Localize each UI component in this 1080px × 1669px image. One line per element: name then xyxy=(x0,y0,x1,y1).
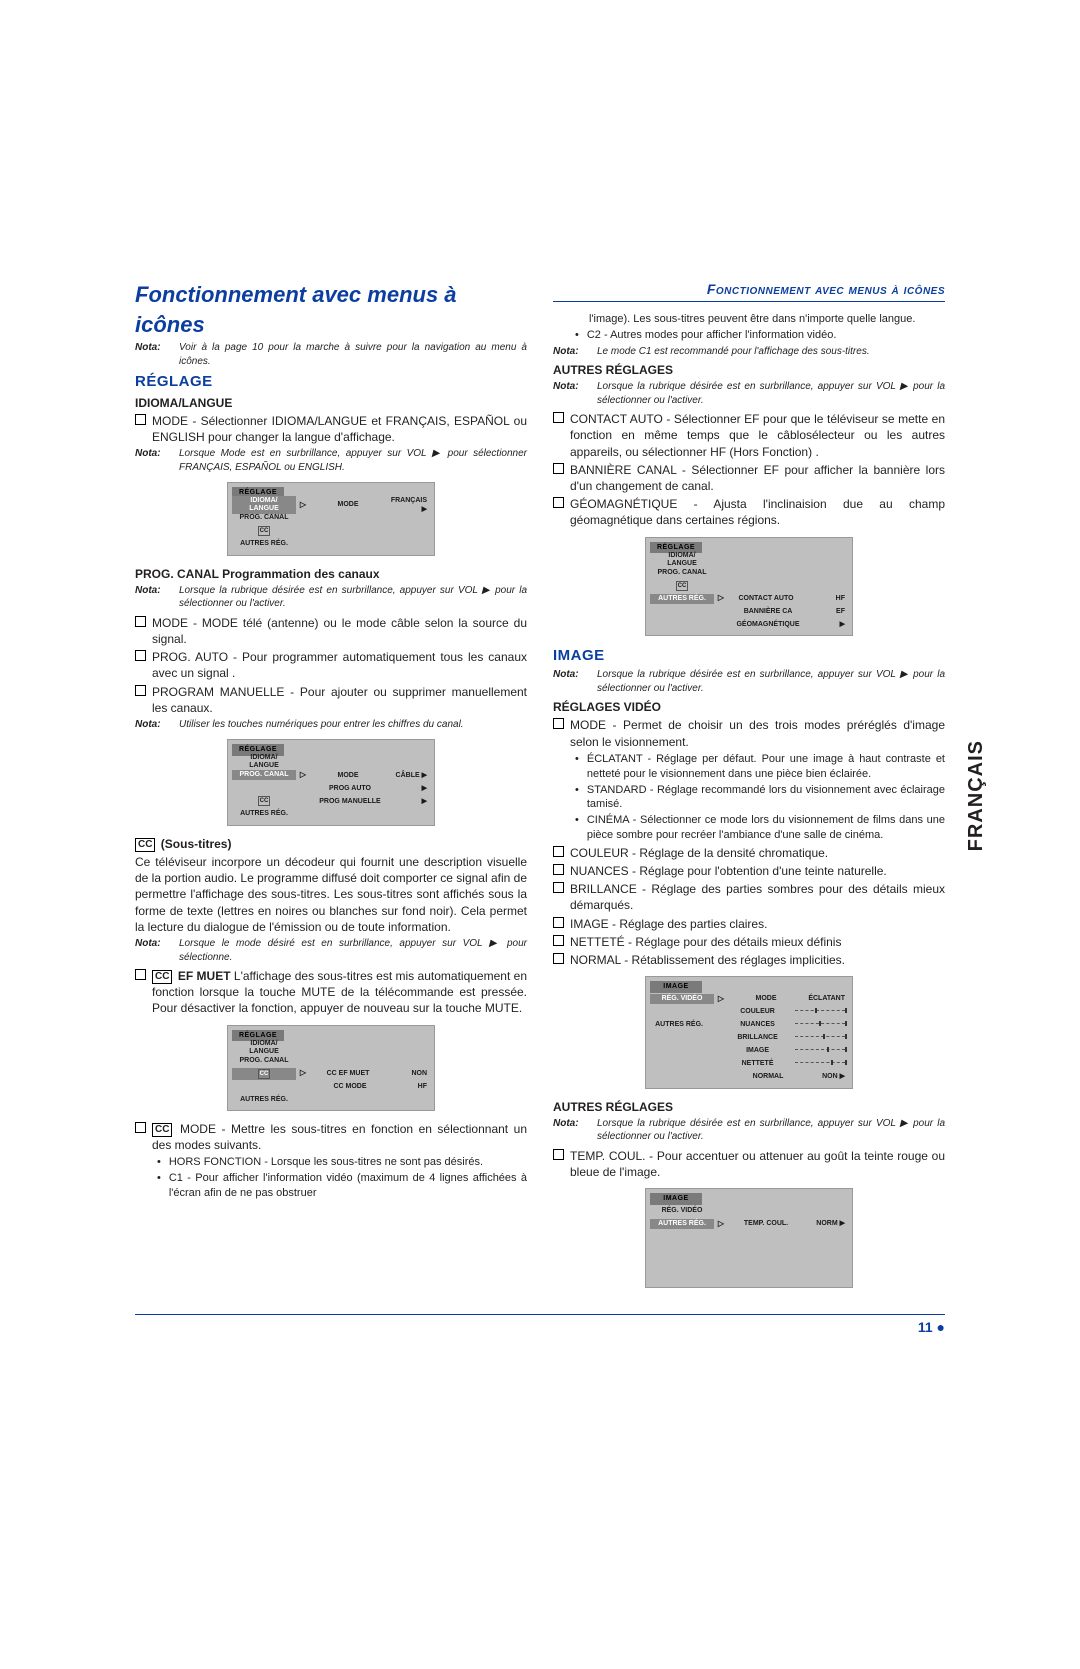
list-item: BRILLANCE - Réglage des parties sombres … xyxy=(570,881,945,913)
language-tab: FRANÇAIS xyxy=(965,740,988,851)
list-item: NORMAL - Rétablissement des réglages imp… xyxy=(570,952,945,968)
text: TEMP. COUL. - Pour accentuer ou attenuer… xyxy=(570,1148,945,1180)
checkbox-icon xyxy=(553,463,564,474)
text: CC EF MUET L'affichage des sous-titres e… xyxy=(152,968,527,1017)
section-reglage: RÉGLAGE xyxy=(135,372,527,392)
checkbox-icon xyxy=(553,917,564,928)
page-title: Fonctionnement avec menus à icônes xyxy=(135,280,527,339)
list-item: MODE - MODE télé (antenne) ou le mode câ… xyxy=(152,615,527,647)
cc-icon: CC xyxy=(135,838,155,852)
list: COULEUR - Réglage de la densité chromati… xyxy=(553,845,945,968)
list-item: COULEUR - Réglage de la densité chromati… xyxy=(570,845,945,861)
list-item: PROG. AUTO - Pour programmer automatique… xyxy=(152,649,527,681)
list-item: NETTETÉ - Réglage pour des détails mieux… xyxy=(570,934,945,950)
list-item: NUANCES - Réglage pour l'obtention d'une… xyxy=(570,863,945,879)
bullet-item: CINÉMA - Sélectionner ce mode lors du vi… xyxy=(587,813,945,843)
checkbox-icon xyxy=(553,882,564,893)
checkbox-icon xyxy=(553,846,564,857)
list-item: CONTACT AUTO - Sélectionner EF pour que … xyxy=(570,411,945,460)
bullets: HORS FONCTION - Lorsque les sous-titres … xyxy=(135,1155,527,1201)
checkbox-icon xyxy=(553,953,564,964)
checkbox-icon xyxy=(135,685,146,696)
paragraph: Ce téléviseur incorpore un décodeur qui … xyxy=(135,854,527,935)
checkbox-icon xyxy=(553,497,564,508)
bullets: ÉCLATANT - Réglage per défaut. Pour une … xyxy=(553,752,945,843)
continuation: l'image). Les sous-titres peuvent être d… xyxy=(589,312,945,327)
sub-video: RÉGLAGES VIDÉO xyxy=(553,699,945,715)
running-header: Fonctionnement avec menus à icônes xyxy=(553,280,945,302)
sub-cc: CC (Sous-titres) xyxy=(135,836,527,852)
list-item: IMAGE - Réglage des parties claires. xyxy=(570,916,945,932)
checkbox-icon xyxy=(135,969,146,980)
bullet: C2 - Autres modes pour afficher l'inform… xyxy=(575,328,945,343)
list: CONTACT AUTO - Sélectionner EF pour que … xyxy=(553,411,945,528)
checkbox-icon xyxy=(553,1149,564,1160)
sub-autres: AUTRES RÉGLAGES xyxy=(553,362,945,378)
checkbox-icon xyxy=(135,616,146,627)
checkbox-icon xyxy=(553,864,564,875)
bullet-item: HORS FONCTION - Lorsque les sous-titres … xyxy=(169,1155,483,1170)
text: MODE - Sélectionner IDIOMA/LANGUE et FRA… xyxy=(152,413,527,445)
sub-idioma: IDIOMA/LANGUE xyxy=(135,395,527,411)
page-number: 11 ● xyxy=(135,1314,945,1335)
sub-prog: PROG. CANAL Programmation des canaux xyxy=(135,566,527,582)
checkbox-icon xyxy=(135,1122,146,1133)
nota: Nota: Voir à la page 10 pour la marche à… xyxy=(135,341,527,368)
text: MODE - Permet de choisir un des trois mo… xyxy=(570,717,945,749)
list-item: BANNIÈRE CANAL - Sélectionner EF pour af… xyxy=(570,462,945,494)
text: CC MODE - Mettre les sous-titres en fonc… xyxy=(152,1121,527,1153)
list: MODE - MODE télé (antenne) ou le mode câ… xyxy=(135,615,527,716)
checkbox-icon xyxy=(135,650,146,661)
checkbox-icon xyxy=(553,718,564,729)
checkbox-icon xyxy=(553,412,564,423)
checkbox-icon xyxy=(553,935,564,946)
sub-autres2: AUTRES RÉGLAGES xyxy=(553,1099,945,1115)
checkbox-icon xyxy=(135,414,146,425)
list-item: GÉOMAGNÉTIQUE - Ajusta l'inclinaision du… xyxy=(570,496,945,528)
bullet-item: STANDARD - Réglage recommandé lors du vi… xyxy=(587,783,945,813)
list-item: PROGRAM MANUELLE - Pour ajouter ou suppr… xyxy=(152,684,527,716)
bullet-item: C1 - Pour afficher l'information vidéo (… xyxy=(169,1171,527,1201)
section-image: IMAGE xyxy=(553,646,945,666)
bullet-item: ÉCLATANT - Réglage per défaut. Pour une … xyxy=(587,752,945,782)
